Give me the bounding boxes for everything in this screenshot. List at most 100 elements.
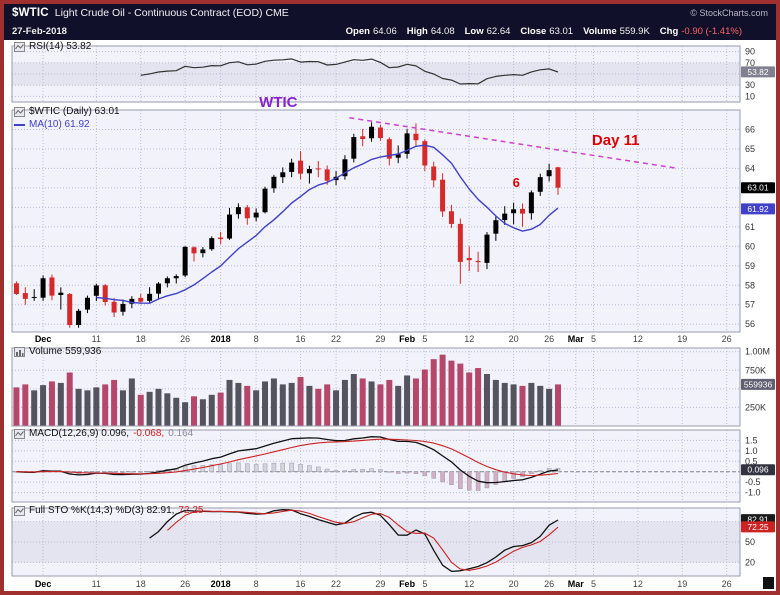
svg-text:-1.0: -1.0	[745, 488, 761, 498]
quote-close: Close 63.01	[520, 26, 574, 37]
svg-text:29: 29	[375, 334, 385, 344]
svg-text:WTIC: WTIC	[259, 94, 297, 111]
quote-low: Low 62.64	[464, 26, 511, 37]
sto-legend-label: Full STO %K(14,3) %D(3) 82.91,	[29, 505, 175, 516]
quote-open: Open 64.06	[345, 26, 397, 37]
svg-text:59: 59	[745, 261, 755, 271]
volume-legend-label: Volume 559,936	[29, 346, 102, 357]
corner-marker	[763, 577, 774, 589]
svg-text:60: 60	[745, 241, 755, 251]
ma-line-swatch-icon	[14, 123, 25, 126]
sto-panel-icon	[14, 505, 25, 516]
svg-text:16: 16	[296, 334, 306, 344]
svg-text:26: 26	[722, 334, 732, 344]
svg-text:10: 10	[745, 91, 755, 101]
svg-text:-0.5: -0.5	[745, 477, 761, 487]
svg-text:29: 29	[375, 579, 385, 589]
quote-strip: Open 64.06 High 64.08 Low 62.64 Close 63.01 …	[346, 26, 742, 37]
svg-text:1.0: 1.0	[745, 446, 758, 456]
svg-text:2018: 2018	[211, 579, 231, 589]
copyright-notice: © StockCharts.com	[690, 8, 768, 18]
svg-text:72.25: 72.25	[747, 522, 769, 532]
svg-text:22: 22	[331, 579, 341, 589]
ma-legend-label: MA(10) 61.92	[29, 119, 90, 130]
svg-text:57: 57	[745, 300, 755, 310]
svg-text:18: 18	[136, 579, 146, 589]
svg-text:5: 5	[591, 579, 596, 589]
svg-text:8: 8	[254, 579, 259, 589]
svg-text:61: 61	[745, 222, 755, 232]
svg-text:Dec: Dec	[35, 579, 52, 589]
svg-text:26: 26	[180, 334, 190, 344]
macd-hist-value: 0.164	[168, 428, 194, 439]
svg-text:1.5: 1.5	[745, 435, 758, 445]
price-legend: $WTIC (Daily) 63.01	[14, 106, 120, 117]
svg-text:63.01: 63.01	[747, 183, 769, 193]
svg-text:Feb: Feb	[399, 334, 416, 344]
svg-text:20: 20	[509, 579, 519, 589]
svg-text:Mar: Mar	[568, 579, 585, 589]
svg-text:20: 20	[509, 334, 519, 344]
sto-legend: Full STO %K(14,3) %D(3) 82.91, 72.25	[14, 505, 203, 516]
chart-header: $WTIC Light Crude Oil - Continuous Contr…	[4, 4, 776, 40]
svg-text:11: 11	[92, 334, 101, 344]
rsi-legend: RSI(14) 53.82	[14, 41, 91, 52]
rsi-legend-label: RSI(14) 53.82	[29, 41, 92, 52]
chart-area: Dec 11 18 26 2018 8 16 22 29 Feb 5 12 20 26 Mar 5 12 19 26…	[4, 40, 776, 591]
svg-text:19: 19	[677, 334, 687, 344]
sto-d-value: 72.25	[178, 505, 204, 516]
svg-text:5: 5	[422, 334, 427, 344]
svg-text:50: 50	[745, 537, 755, 547]
svg-text:5: 5	[422, 579, 427, 589]
svg-text:2018: 2018	[211, 334, 231, 344]
svg-text:6: 6	[513, 175, 520, 190]
quote-volume: Volume 559.9K	[583, 26, 650, 37]
svg-text:26: 26	[544, 579, 554, 589]
header-quote-row: 27-Feb-2018 Open 64.06 High 64.08 Low 62.64…	[12, 26, 768, 37]
svg-text:82.91: 82.91	[747, 515, 769, 525]
svg-text:559936: 559936	[744, 379, 773, 389]
svg-text:12: 12	[464, 334, 474, 344]
ma-legend: MA(10) 61.92	[14, 119, 90, 130]
svg-text:58: 58	[745, 280, 755, 290]
svg-text:1.00M: 1.00M	[745, 347, 770, 357]
svg-text:250K: 250K	[745, 402, 766, 412]
svg-text:90: 90	[745, 47, 755, 57]
quote-change: Chg -0.90 (-1.41%)	[659, 26, 742, 37]
chart-canvas: Dec 11 18 26 2018 8 16 22 29 Feb 5 12 20 26 Mar 5 12 19 26…	[11, 45, 775, 589]
macd-signal-value: -0.068,	[133, 428, 165, 439]
svg-text:18: 18	[136, 334, 146, 344]
svg-text:0.5: 0.5	[745, 456, 758, 466]
change-value: -0.90 (-1.41%)	[681, 26, 742, 37]
svg-text:19: 19	[677, 579, 687, 589]
svg-text:Mar: Mar	[568, 334, 585, 344]
instrument-title: Light Crude Oil - Continuous Contract (E…	[54, 7, 289, 19]
svg-text:8: 8	[254, 334, 259, 344]
svg-text:26: 26	[544, 334, 554, 344]
svg-text:12: 12	[464, 579, 474, 589]
header-title-row: $WTIC Light Crude Oil - Continuous Contr…	[12, 7, 768, 19]
svg-text:12: 12	[633, 579, 643, 589]
svg-text:20: 20	[745, 557, 755, 567]
ticker-symbol: $WTIC	[12, 7, 49, 19]
svg-text:Dec: Dec	[35, 334, 52, 344]
svg-text:16: 16	[296, 579, 306, 589]
svg-text:70: 70	[745, 58, 755, 68]
svg-text:Day 11: Day 11	[592, 132, 640, 149]
macd-legend-label: MACD(12,26,9) 0.096,	[29, 428, 130, 439]
svg-text:30: 30	[745, 80, 755, 90]
quote-high: High 64.08	[406, 26, 455, 37]
svg-text:750K: 750K	[745, 365, 766, 375]
svg-text:22: 22	[331, 334, 341, 344]
svg-text:26: 26	[722, 579, 732, 589]
svg-text:12: 12	[633, 334, 643, 344]
svg-text:53.82: 53.82	[747, 67, 769, 77]
volume-legend: Volume 559,936	[14, 346, 101, 357]
macd-panel-icon	[14, 428, 25, 439]
svg-text:61.92: 61.92	[747, 204, 769, 214]
svg-text:64: 64	[745, 163, 755, 173]
svg-text:Feb: Feb	[399, 579, 416, 589]
volume-panel-icon	[14, 346, 25, 357]
svg-text:66: 66	[745, 124, 755, 134]
